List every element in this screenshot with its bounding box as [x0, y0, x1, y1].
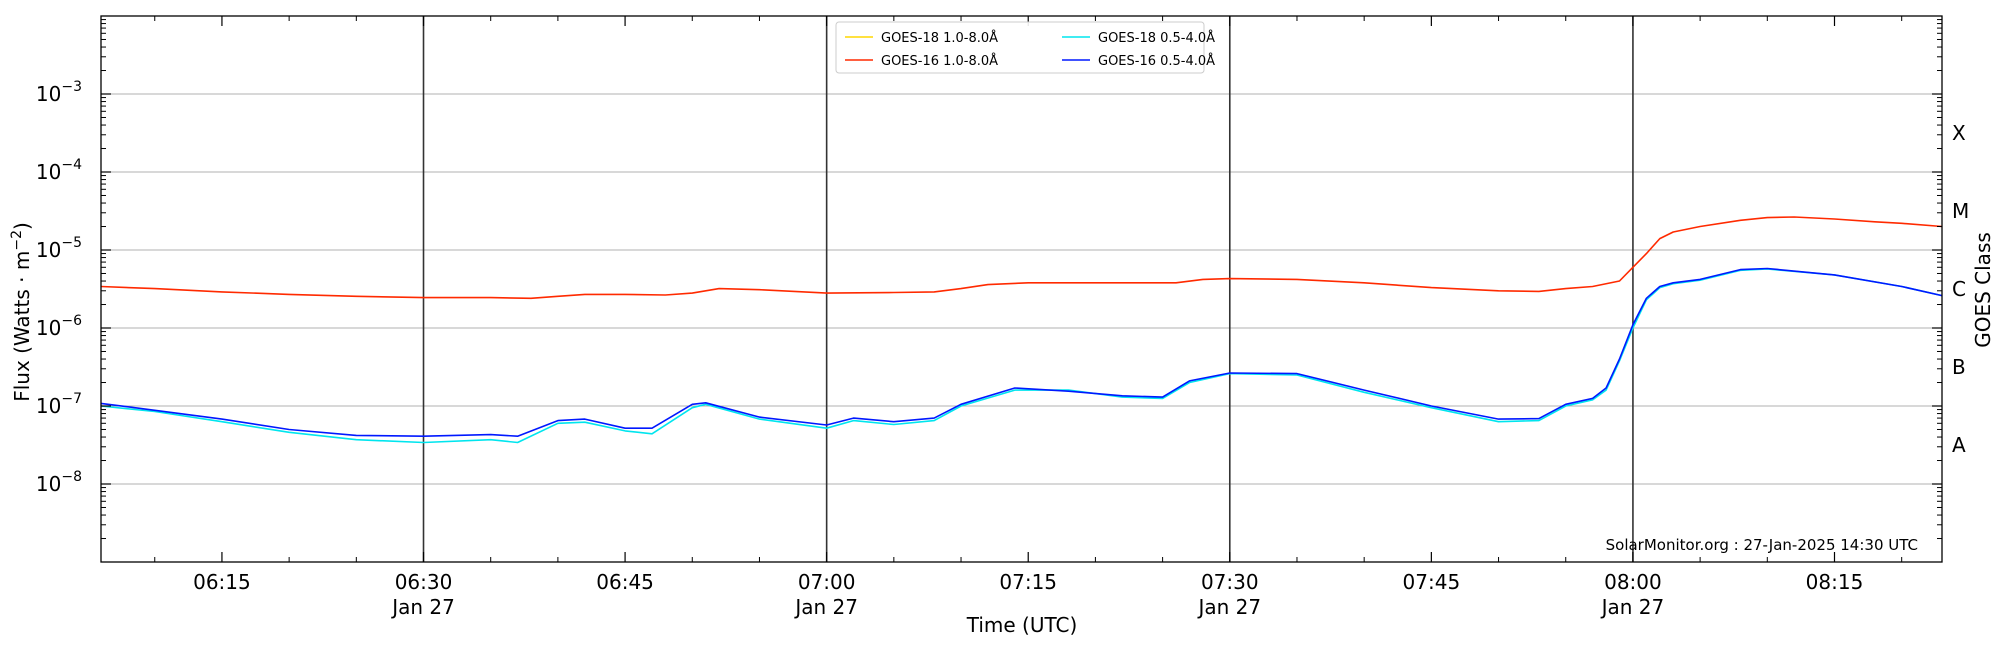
legend-entry: GOES-16 1.0-8.0Å: [881, 53, 998, 69]
goes-class-label: A: [1952, 433, 1966, 457]
series-line-2: [100, 268, 1943, 444]
grid-lines: [101, 93, 1942, 485]
series-lines: [100, 216, 1943, 444]
legend-entry: GOES-18 0.5-4.0Å: [1098, 30, 1215, 46]
legend-box: [835, 21, 1205, 74]
date-boundary-lines: [422, 16, 1634, 562]
y-tick-label: 10−7: [36, 391, 82, 418]
legend: GOES-18 1.0-8.0Å GOES-16 1.0-8.0Å GOES-18 …: [835, 21, 1215, 74]
y-axis-title: Flux (Watts · m−2): [9, 222, 34, 402]
x-tick-label: 07:45: [1403, 570, 1461, 594]
plot-frame: [100, 15, 1943, 563]
svg-text:Flux (Watts · m−2): Flux (Watts · m−2): [9, 222, 34, 402]
source-annotation: SolarMonitor.org : 27-Jan-2025 14:30 UTC: [1606, 536, 1918, 554]
y-axis-title-exponent: −2: [9, 230, 25, 251]
x-axis-title: Time (UTC): [966, 613, 1078, 637]
right-axis-title: GOES Class: [1971, 232, 1995, 348]
x-tick-label: 07:15: [999, 570, 1057, 594]
y-tick-label: 10−5: [36, 235, 82, 262]
y-axis-title-close: ): [10, 222, 34, 230]
goes-class-label: C: [1952, 277, 1966, 301]
y-tick-label: 10−4: [36, 157, 82, 184]
x-tick-label: 07:00: [798, 570, 856, 594]
x-tick-date-label: Jan 27: [1196, 595, 1261, 619]
legend-entry: GOES-16 0.5-4.0Å: [1098, 53, 1215, 69]
goes-class-label: M: [1952, 199, 1969, 223]
x-tick-date-label: Jan 27: [390, 595, 455, 619]
y-axis-title-text: Flux (Watts · m: [10, 251, 34, 402]
x-tick-label: 08:00: [1604, 570, 1662, 594]
x-tick-date-label: Jan 27: [793, 595, 858, 619]
x-tick-label: 07:30: [1201, 570, 1259, 594]
x-tick-label: 06:30: [395, 570, 453, 594]
series-line-3: [100, 267, 1943, 438]
x-tick-label: 06:45: [596, 570, 654, 594]
x-tick-label: 06:15: [193, 570, 251, 594]
goes-class-label: X: [1952, 121, 1966, 145]
x-tick-date-label: Jan 27: [1600, 595, 1665, 619]
y-tick-label: 10−8: [36, 469, 82, 496]
goes-class-label: B: [1952, 355, 1966, 379]
y-tick-label: 10−6: [36, 313, 82, 340]
legend-entry: GOES-18 1.0-8.0Å: [881, 30, 998, 46]
y-tick-label: 10−3: [36, 79, 82, 106]
x-tick-label: 08:15: [1806, 570, 1864, 594]
series-line-1: [100, 216, 1943, 300]
